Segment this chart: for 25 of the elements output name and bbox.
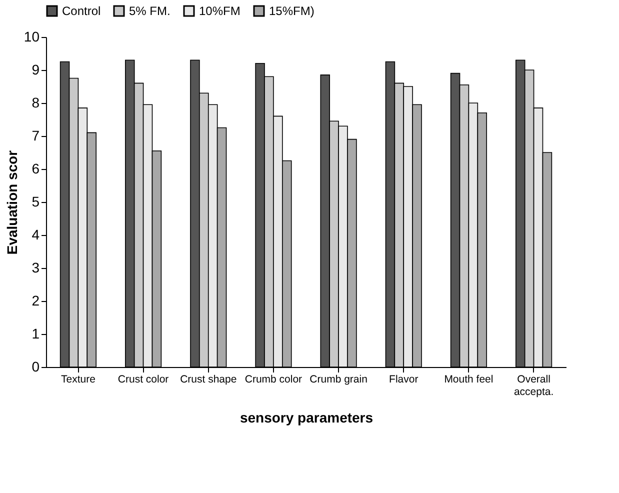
x-tick-label: Overall accepta. bbox=[514, 374, 554, 398]
y-tick-label: 7 bbox=[32, 128, 40, 144]
y-axis-title: Evaluation scor bbox=[4, 150, 20, 255]
x-tick-label: Mouth feel bbox=[444, 374, 494, 386]
y-tick-label: 10 bbox=[24, 28, 40, 44]
x-tick-label: Texture bbox=[60, 374, 96, 386]
x-tick-label: Crust shape bbox=[180, 374, 237, 386]
x-tick-label: Flavor bbox=[389, 374, 419, 386]
x-tick-label: Crust color bbox=[118, 374, 170, 386]
legend-label: 10%FM bbox=[199, 4, 240, 18]
legend-label: 15%FM) bbox=[269, 4, 314, 18]
x-tick-label: Crumb color bbox=[244, 374, 303, 386]
y-tick-label: 9 bbox=[32, 62, 40, 78]
y-tick-label: 5 bbox=[32, 194, 40, 210]
y-tick-label: 6 bbox=[32, 160, 40, 176]
y-tick-label: 3 bbox=[32, 260, 40, 276]
y-tick-label: 2 bbox=[32, 292, 40, 308]
y-tick-label: 0 bbox=[32, 358, 40, 374]
y-tick-label: 8 bbox=[32, 94, 40, 110]
legend-label: 5% FM. bbox=[129, 4, 170, 18]
legend-label: Control bbox=[62, 4, 101, 18]
x-axis-title: sensory parameters bbox=[240, 410, 374, 426]
y-tick-label: 4 bbox=[32, 226, 40, 242]
y-tick-label: 1 bbox=[32, 326, 40, 342]
x-tick-label: Crumb grain bbox=[310, 374, 368, 386]
